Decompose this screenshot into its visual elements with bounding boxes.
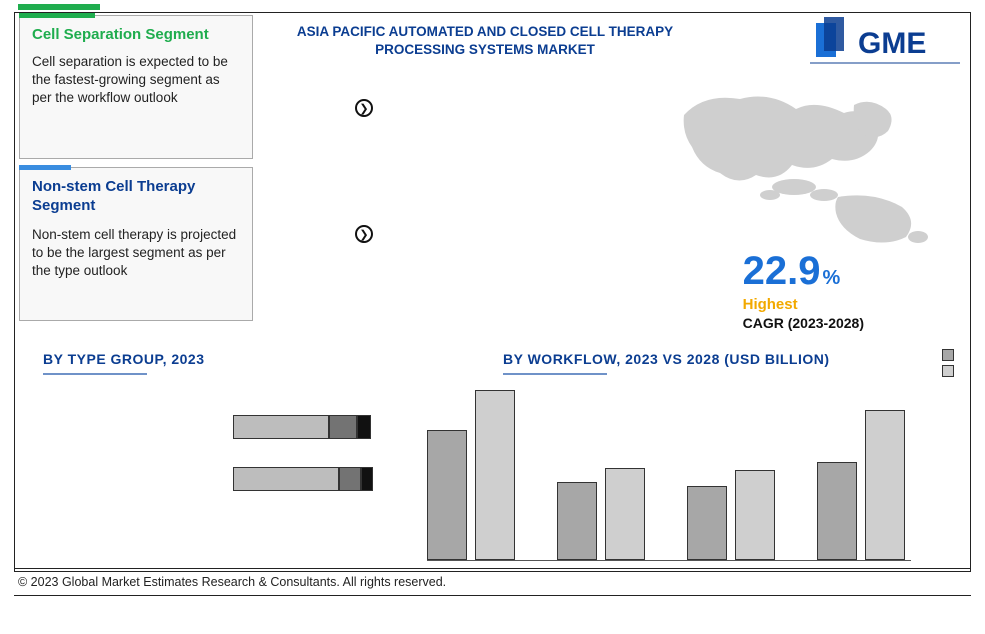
bar-segment: [233, 467, 339, 491]
bar-segment: [361, 467, 373, 491]
legend-item: [942, 349, 954, 361]
bar: [605, 468, 645, 560]
cagr-unit: %: [822, 267, 840, 290]
card-cell-separation: Cell Separation Segment Cell separation …: [19, 15, 253, 159]
bar-segment: [233, 415, 329, 439]
bar-segment: [339, 467, 361, 491]
section-title-type-group: BY TYPE GROUP, 2023: [43, 351, 205, 367]
bar: [427, 430, 467, 560]
card-body: Non-stem cell therapy is projected to be…: [32, 226, 240, 281]
gme-logo: GME: [810, 17, 960, 73]
bar: [687, 486, 727, 560]
type-group-chart: [43, 397, 373, 537]
chevron-icon: ❯: [355, 225, 373, 243]
bar: [475, 390, 515, 560]
workflow-chart: [427, 375, 951, 561]
footer-copyright: © 2023 Global Market Estimates Research …: [14, 568, 971, 596]
card-body: Cell separation is expected to be the fa…: [32, 53, 240, 108]
svg-text:GME: GME: [858, 27, 926, 60]
bar-segment: [329, 415, 357, 439]
report-title: ASIA PACIFIC AUTOMATED AND CLOSED CELL T…: [285, 23, 685, 59]
card-title: Non-stem Cell Therapy Segment: [32, 178, 240, 216]
legend-swatch: [942, 349, 954, 361]
bar: [817, 462, 857, 560]
card-title: Cell Separation Segment: [32, 26, 240, 43]
main-panel: Cell Separation Segment Cell separation …: [14, 12, 971, 572]
asia-pacific-map-icon: [674, 87, 934, 247]
cagr-stat: 22.9% Highest CAGR (2023-2028): [743, 249, 864, 331]
card-non-stem: Non-stem Cell Therapy Segment Non-stem c…: [19, 167, 253, 321]
card-accent: [19, 13, 95, 18]
bar-segment: [357, 415, 371, 439]
chart-baseline: [427, 560, 911, 561]
bar: [735, 470, 775, 560]
cagr-period-label: CAGR (2023-2028): [743, 315, 864, 331]
top-accent-bar: [18, 4, 100, 10]
bar: [557, 482, 597, 560]
cagr-highest-label: Highest: [743, 296, 864, 313]
cagr-value: 22.9: [743, 249, 821, 294]
section-title-workflow: BY WORKFLOW, 2023 VS 2028 (USD BILLION): [503, 351, 830, 367]
bar: [865, 410, 905, 560]
bullet-icons: ❯ ❯: [355, 99, 373, 351]
chevron-icon: ❯: [355, 99, 373, 117]
card-accent: [19, 165, 71, 170]
section-underline: [43, 373, 147, 375]
